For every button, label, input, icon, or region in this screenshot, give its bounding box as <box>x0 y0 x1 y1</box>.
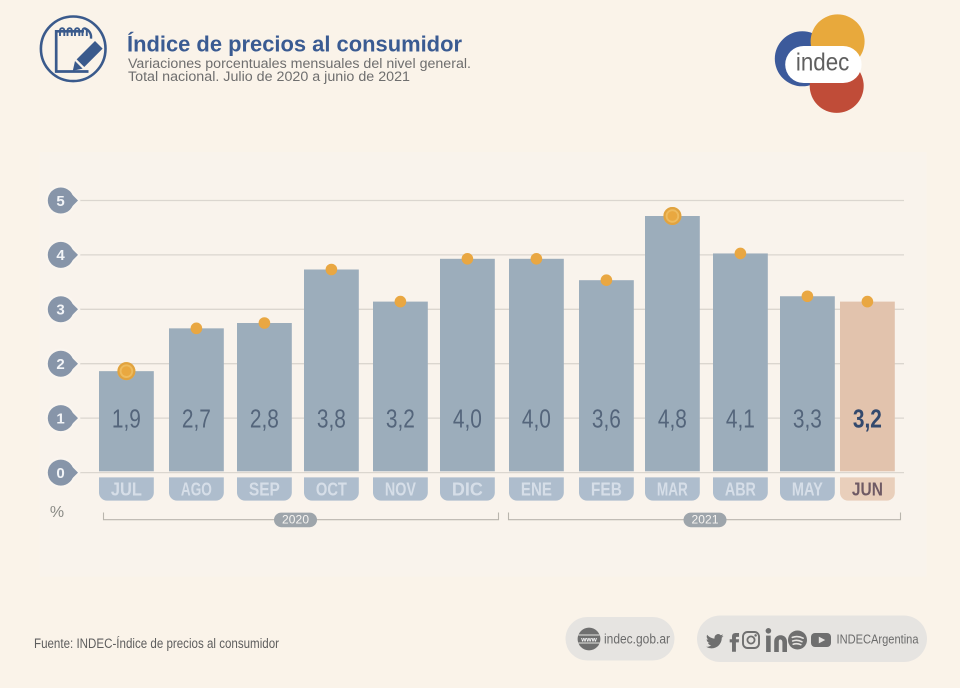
svg-text:AGO: AGO <box>181 479 212 499</box>
svg-text:ENE: ENE <box>521 479 552 499</box>
svg-text:2020: 2020 <box>282 513 309 527</box>
svg-text:4,8: 4,8 <box>658 404 687 434</box>
svg-text:4: 4 <box>56 247 65 264</box>
svg-text:MAR: MAR <box>657 479 688 499</box>
svg-text:DIC: DIC <box>452 479 483 499</box>
svg-text:Variaciones porcentuales mensu: Variaciones porcentuales mensuales del n… <box>128 56 471 71</box>
svg-text:Índice de precios al consumido: Índice de precios al consumidor <box>127 31 462 56</box>
svg-text:SEP: SEP <box>249 479 280 499</box>
svg-text:4,1: 4,1 <box>726 404 755 434</box>
svg-text:3,2: 3,2 <box>853 404 882 434</box>
svg-text:3,8: 3,8 <box>317 404 346 434</box>
svg-text:FEB: FEB <box>591 479 622 499</box>
svg-text:1,9: 1,9 <box>112 404 141 434</box>
svg-text:OCT: OCT <box>316 479 347 499</box>
svg-text:0: 0 <box>56 465 64 482</box>
svg-text:4,0: 4,0 <box>453 404 482 434</box>
svg-text:2,7: 2,7 <box>182 404 211 434</box>
svg-text:indec.gob.ar: indec.gob.ar <box>604 632 670 647</box>
svg-text:3,6: 3,6 <box>592 404 621 434</box>
svg-text:3,2: 3,2 <box>386 404 415 434</box>
svg-text:indec: indec <box>796 48 850 76</box>
svg-text:Fuente: INDEC-Índice de precio: Fuente: INDEC-Índice de precios al consu… <box>34 636 279 651</box>
svg-text:2021: 2021 <box>692 513 719 527</box>
svg-text:1: 1 <box>56 410 64 427</box>
svg-text:ABR: ABR <box>725 479 756 499</box>
svg-text:INDECArgentina: INDECArgentina <box>837 632 920 647</box>
svg-text:JUN: JUN <box>852 479 883 499</box>
svg-text:4,0: 4,0 <box>522 404 551 434</box>
svg-text:3,3: 3,3 <box>793 404 822 434</box>
svg-text:5: 5 <box>56 193 64 210</box>
svg-text:2,8: 2,8 <box>250 404 279 434</box>
svg-text:Total nacional. Julio de 2020: Total nacional. Julio de 2020 a junio de… <box>128 69 410 84</box>
svg-text:JUL: JUL <box>111 479 142 499</box>
svg-text:www: www <box>580 636 597 643</box>
svg-text:3: 3 <box>56 302 64 319</box>
svg-text:NOV: NOV <box>385 479 416 499</box>
svg-text:MAY: MAY <box>792 479 823 499</box>
svg-text:%: % <box>50 504 64 521</box>
svg-text:2: 2 <box>56 356 64 373</box>
